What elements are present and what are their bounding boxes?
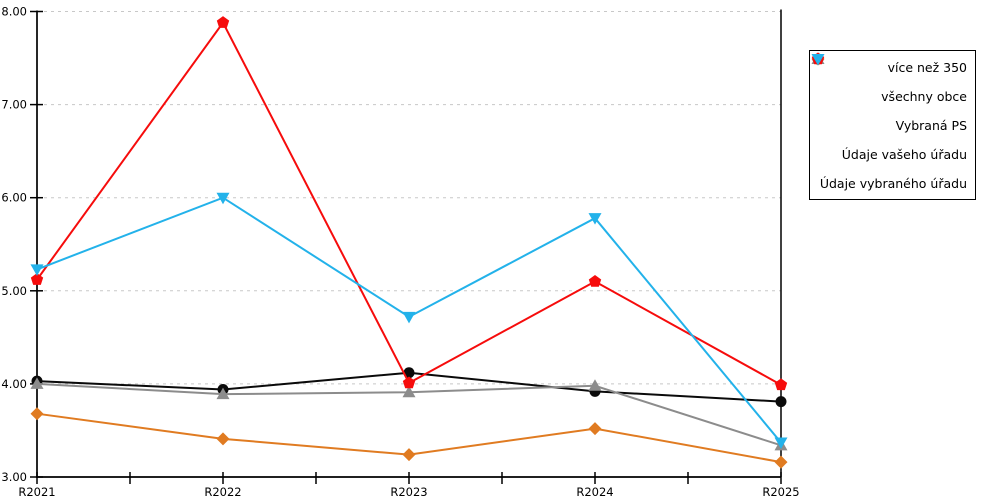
y-tick-label: 5.00 [1, 284, 27, 298]
data-point-marker [216, 387, 230, 400]
x-tick-label: R2024 [576, 485, 613, 499]
legend-item: více než 350 [810, 52, 975, 82]
data-point-marker [30, 407, 44, 421]
legend: více než 350 všechny obce Vybraná PS Údaje … [809, 50, 976, 200]
data-point-marker [30, 264, 44, 276]
y-tick-label: 3.00 [1, 470, 27, 484]
legend-item: Vybraná PS [810, 52, 975, 140]
data-point-marker [774, 437, 788, 450]
legend-item: Údaje vybraného úřadu [810, 54, 975, 198]
x-tick-label: R2022 [204, 485, 241, 499]
y-tick-label: 8.00 [1, 5, 27, 19]
y-tick-label: 6.00 [1, 191, 27, 205]
data-point-marker [774, 378, 788, 391]
data-point-marker [588, 274, 602, 287]
data-point-marker [402, 376, 416, 389]
y-tick-label: 7.00 [1, 98, 27, 112]
y-tick-label: 4.00 [1, 377, 27, 391]
data-point-marker [588, 379, 602, 391]
data-point-marker [216, 16, 230, 28]
data-point-marker [216, 432, 230, 446]
data-point-marker [216, 192, 230, 205]
triangle-down-icon [811, 54, 825, 66]
legend-label: více než 350 [887, 59, 967, 75]
data-point-marker [811, 54, 825, 66]
data-point-marker [402, 448, 416, 462]
legend-item: Údaje vašeho úřadu [810, 52, 975, 169]
x-tick-label: R2025 [762, 485, 799, 499]
legend-label: Údaje vašeho úřadu [841, 146, 967, 162]
data-point-marker [588, 422, 602, 436]
series-line [36, 20, 782, 386]
legend-label: Údaje vybraného úřadu [819, 175, 967, 191]
legend-label: Vybraná PS [895, 117, 967, 133]
data-point-marker [30, 377, 44, 389]
legend-label: všechny obce [881, 88, 967, 104]
data-point-marker [588, 213, 602, 225]
x-tick-label: R2021 [18, 485, 55, 499]
x-tick-label: R2023 [390, 485, 427, 499]
data-point-marker [402, 311, 416, 324]
data-point-marker [30, 273, 44, 285]
data-point-marker [774, 455, 788, 469]
data-point-marker [775, 396, 787, 408]
data-point-marker [402, 385, 416, 398]
legend-item: všechny obce [810, 53, 975, 111]
